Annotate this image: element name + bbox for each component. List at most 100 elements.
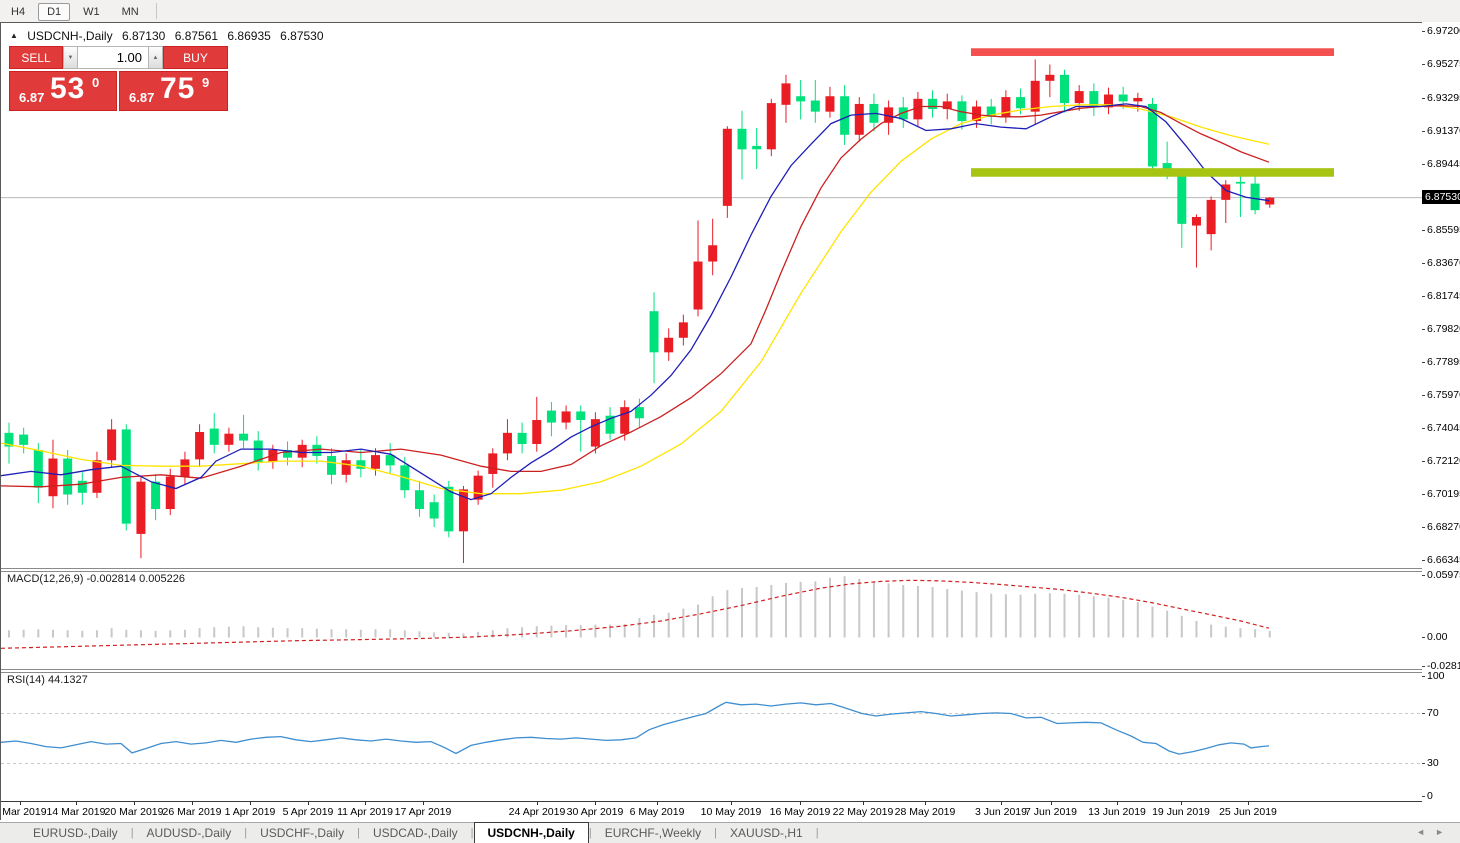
candle-body (1001, 97, 1011, 117)
tab-separator: | (714, 827, 718, 839)
price-tick-label: 6.93295 (1427, 91, 1460, 104)
candle-body (825, 96, 835, 112)
collapse-triangle-icon[interactable]: ▲ (10, 31, 18, 40)
buy-price-display[interactable]: 6.87 75 9 (119, 71, 228, 111)
window-separator[interactable] (1, 568, 1422, 572)
price-tick-label: 6.85595 (1427, 223, 1460, 236)
date-tick (1001, 802, 1002, 805)
date-tick (423, 802, 424, 805)
price-tick-label-tick (1422, 361, 1425, 363)
sell-price-display[interactable]: 6.87 53 0 (9, 71, 117, 111)
window-separator[interactable] (1, 669, 1422, 673)
chart-tab-eurchf[interactable]: EURCHF-,Weekly (604, 826, 702, 840)
chart-window: ▲ USDCNH-,Daily 6.87130 6.87561 6.86935 … (0, 22, 1458, 822)
date-label: 11 Apr 2019 (337, 806, 393, 818)
price-axis[interactable]: 6.97200 6.95275 6.93295 6.91370 6.89445 6.855… (1422, 22, 1460, 820)
chart-tab-usdcad[interactable]: USDCAD-,Daily (372, 826, 458, 840)
chart-tab-xauusd[interactable]: XAUUSD-,H1 (730, 826, 803, 840)
macd-name: MACD(12,26,9) (7, 573, 84, 585)
candle-body (942, 101, 952, 110)
candle-body (1104, 94, 1113, 108)
candle-body (1016, 97, 1026, 109)
macd-tick-label: 0.059758 (1427, 568, 1460, 581)
candle-body (136, 481, 146, 534)
candle-body (546, 410, 556, 423)
buy-button[interactable]: BUY (163, 46, 228, 69)
rsi-panel[interactable] (1, 671, 1423, 801)
candle-body (253, 440, 263, 462)
macd-panel[interactable] (1, 570, 1423, 668)
tab-scroll-arrows[interactable]: ◄► (1416, 827, 1454, 837)
resistance-zone[interactable] (971, 48, 1334, 56)
sell-button[interactable]: SELL (9, 46, 63, 69)
candle-body (195, 431, 205, 460)
candle-body (458, 489, 468, 532)
chart-tab-usdcnh[interactable]: USDCNH-,Daily (473, 822, 589, 843)
price-tick-label-tick (1422, 427, 1425, 429)
date-label: 1 Apr 2019 (224, 806, 276, 818)
date-label: 19 Jun 2019 (1152, 806, 1210, 818)
rsi-tick-label-tick (1422, 712, 1425, 714)
rsi-tick-label: 0 (1427, 790, 1433, 802)
timeframe-button-mn[interactable]: MN (121, 5, 139, 18)
candle-body (884, 107, 894, 123)
date-tick (731, 802, 732, 805)
price-chart-area[interactable] (1, 23, 1423, 568)
volume-input[interactable]: 1.00 (78, 46, 148, 69)
candle-body (312, 444, 322, 456)
chart-tab-usdchf[interactable]: USDCHF-,Daily (260, 826, 345, 840)
date-label: 22 May 2019 (832, 806, 894, 818)
date-tick (863, 802, 864, 805)
price-tick-label-tick (1422, 130, 1425, 132)
price-tick-label: 6.91370 (1427, 124, 1460, 137)
candle-body (1133, 97, 1143, 102)
volume-decrease-button[interactable]: ▼ (63, 46, 78, 69)
candle-body (92, 460, 102, 493)
timeframe-button-h4[interactable]: H4 (11, 5, 26, 18)
date-tick (1117, 802, 1118, 805)
candle-body (1250, 183, 1260, 211)
date-label: 28 May 2019 (894, 806, 956, 818)
candle-body (414, 490, 424, 510)
chart-tab-eurusd[interactable]: EURUSD-,Daily (33, 826, 118, 840)
price-tick-label: 6.81745 (1427, 289, 1460, 302)
chart-tab-audusd[interactable]: AUDUSD-,Daily (146, 826, 232, 840)
macd-value-signal: 0.005226 (139, 573, 185, 585)
price-tick-label-tick (1422, 97, 1425, 99)
timeframe-button-w1[interactable]: W1 (83, 5, 100, 18)
volume-increase-button[interactable]: ▲ (148, 46, 163, 69)
candle-body (678, 322, 688, 338)
candle-body (444, 486, 454, 532)
date-label: 13 Jun 2019 (1088, 806, 1146, 818)
tab-separator: | (588, 827, 592, 839)
macd-value-main: -0.002814 (86, 573, 137, 585)
rsi-tick-label-tick (1422, 762, 1425, 764)
candle-body (224, 433, 234, 445)
price-tick-label: 6.72120 (1427, 454, 1460, 467)
tab-separator: | (815, 827, 819, 839)
candle-body (1074, 91, 1084, 104)
candle-body (561, 411, 571, 423)
price-tick-label: 6.89445 (1427, 157, 1460, 170)
buy-price-sup: 9 (202, 75, 210, 90)
rsi-value: 44.1327 (47, 674, 88, 686)
candle-body (708, 245, 718, 262)
candle-body (371, 455, 380, 469)
macd-tick-label-tick (1422, 665, 1425, 667)
date-label: 3 Jun 2019 (975, 806, 1027, 818)
price-tick-label: 6.75970 (1427, 388, 1460, 401)
candle-body (341, 460, 351, 475)
candle-body (737, 128, 747, 150)
current-price-tag: 6.87530 (1422, 189, 1460, 204)
rsi-tick-label: 100 (1427, 670, 1445, 682)
support-zone[interactable] (971, 168, 1334, 177)
price-tick-label-tick (1422, 63, 1425, 65)
candle-body (1147, 103, 1157, 167)
candle-body (1162, 163, 1172, 172)
buy-price-prefix: 6.87 (129, 90, 155, 105)
price-tick-label-tick (1422, 394, 1425, 396)
timeframe-button-d1[interactable]: D1 (38, 2, 71, 21)
candle-body (180, 459, 190, 477)
candle-body (752, 145, 762, 150)
